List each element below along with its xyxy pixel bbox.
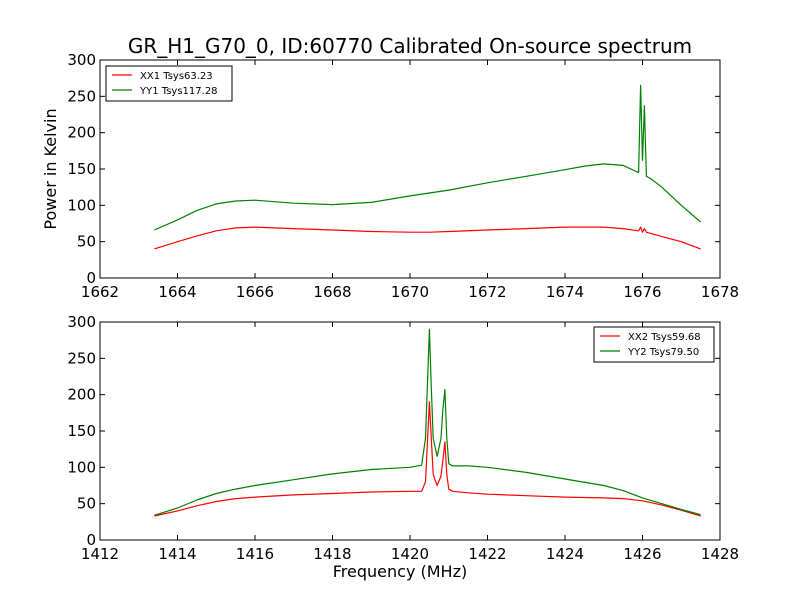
x-tick-label: 1674	[546, 283, 584, 301]
x-tick-label: 1670	[391, 283, 429, 301]
x-tick-label: 1426	[623, 545, 661, 563]
series-line-2	[154, 84, 701, 231]
top-x-axis: 1662 1664 1666 1668 1670 1672 1674 1676 1678	[81, 60, 739, 301]
y-tick-label: 100	[67, 458, 96, 476]
legend-label: XX1 Tsys63.23	[140, 71, 213, 82]
x-tick-label: 1424	[546, 545, 584, 563]
x-tick-label: 1678	[701, 283, 739, 301]
y-tick-label: 50	[77, 495, 96, 513]
top-y-axis-label: Power in Kelvin	[41, 108, 60, 229]
top-spectrum-panel: 1662 1664 1666 1668 1670 1672 1674 1676 1678 0 50…	[41, 51, 739, 301]
bottom-x-axis: 1412 1414 1416 1418 1420 1422 1424 1426 1428	[81, 322, 739, 563]
bottom-legend: XX2 Tsys59.68 YY2 Tsys79.50	[593, 326, 715, 363]
x-tick-label: 1418	[313, 545, 351, 563]
x-tick-label: 1666	[236, 283, 274, 301]
x-tick-label: 1422	[468, 545, 506, 563]
y-tick-label: 50	[77, 233, 96, 251]
top-legend: XX1 Tsys63.23 YY1 Tsys117.28	[105, 65, 233, 102]
x-tick-label: 1412	[81, 545, 119, 563]
y-tick-label: 0	[86, 269, 96, 287]
series-line-1	[154, 226, 701, 250]
bottom-x-axis-label: Frequency (MHz)	[333, 562, 467, 581]
y-tick-label: 200	[67, 124, 96, 142]
bottom-y-axis: 0 50 100 150 200 250 300	[67, 313, 720, 549]
series-line-1	[154, 401, 701, 517]
y-tick-label: 150	[67, 160, 96, 178]
legend-box	[593, 326, 715, 363]
x-tick-label: 1428	[701, 545, 739, 563]
x-tick-label: 1416	[236, 545, 274, 563]
x-tick-label: 1668	[313, 283, 351, 301]
y-tick-label: 0	[86, 531, 96, 549]
x-tick-label: 1664	[158, 283, 196, 301]
chart-title: GR_H1_G70_0, ID:60770 Calibrated On-sour…	[128, 34, 692, 58]
legend-label: YY2 Tsys79.50	[627, 347, 699, 358]
x-tick-label: 1672	[468, 283, 506, 301]
bottom-spectrum-panel: 1412 1414 1416 1418 1420 1422 1424 1426 1428 0 50…	[67, 313, 739, 581]
legend-label: YY1 Tsys117.28	[139, 86, 218, 97]
y-tick-label: 300	[67, 51, 96, 69]
y-tick-label: 150	[67, 422, 96, 440]
y-tick-label: 250	[67, 349, 96, 367]
x-tick-label: 1414	[158, 545, 196, 563]
x-tick-label: 1676	[623, 283, 661, 301]
bottom-series-lines	[154, 328, 701, 517]
top-series-lines	[154, 84, 701, 250]
x-tick-label: 1420	[391, 545, 429, 563]
y-tick-label: 100	[67, 196, 96, 214]
y-tick-label: 200	[67, 386, 96, 404]
y-tick-label: 250	[67, 87, 96, 105]
top-y-axis: 0 50 100 150 200 250 300	[67, 51, 720, 287]
series-line-2	[154, 328, 701, 516]
legend-box	[105, 65, 233, 102]
y-tick-label: 300	[67, 313, 96, 331]
legend-label: XX2 Tsys59.68	[628, 332, 701, 343]
x-tick-label: 1662	[81, 283, 119, 301]
